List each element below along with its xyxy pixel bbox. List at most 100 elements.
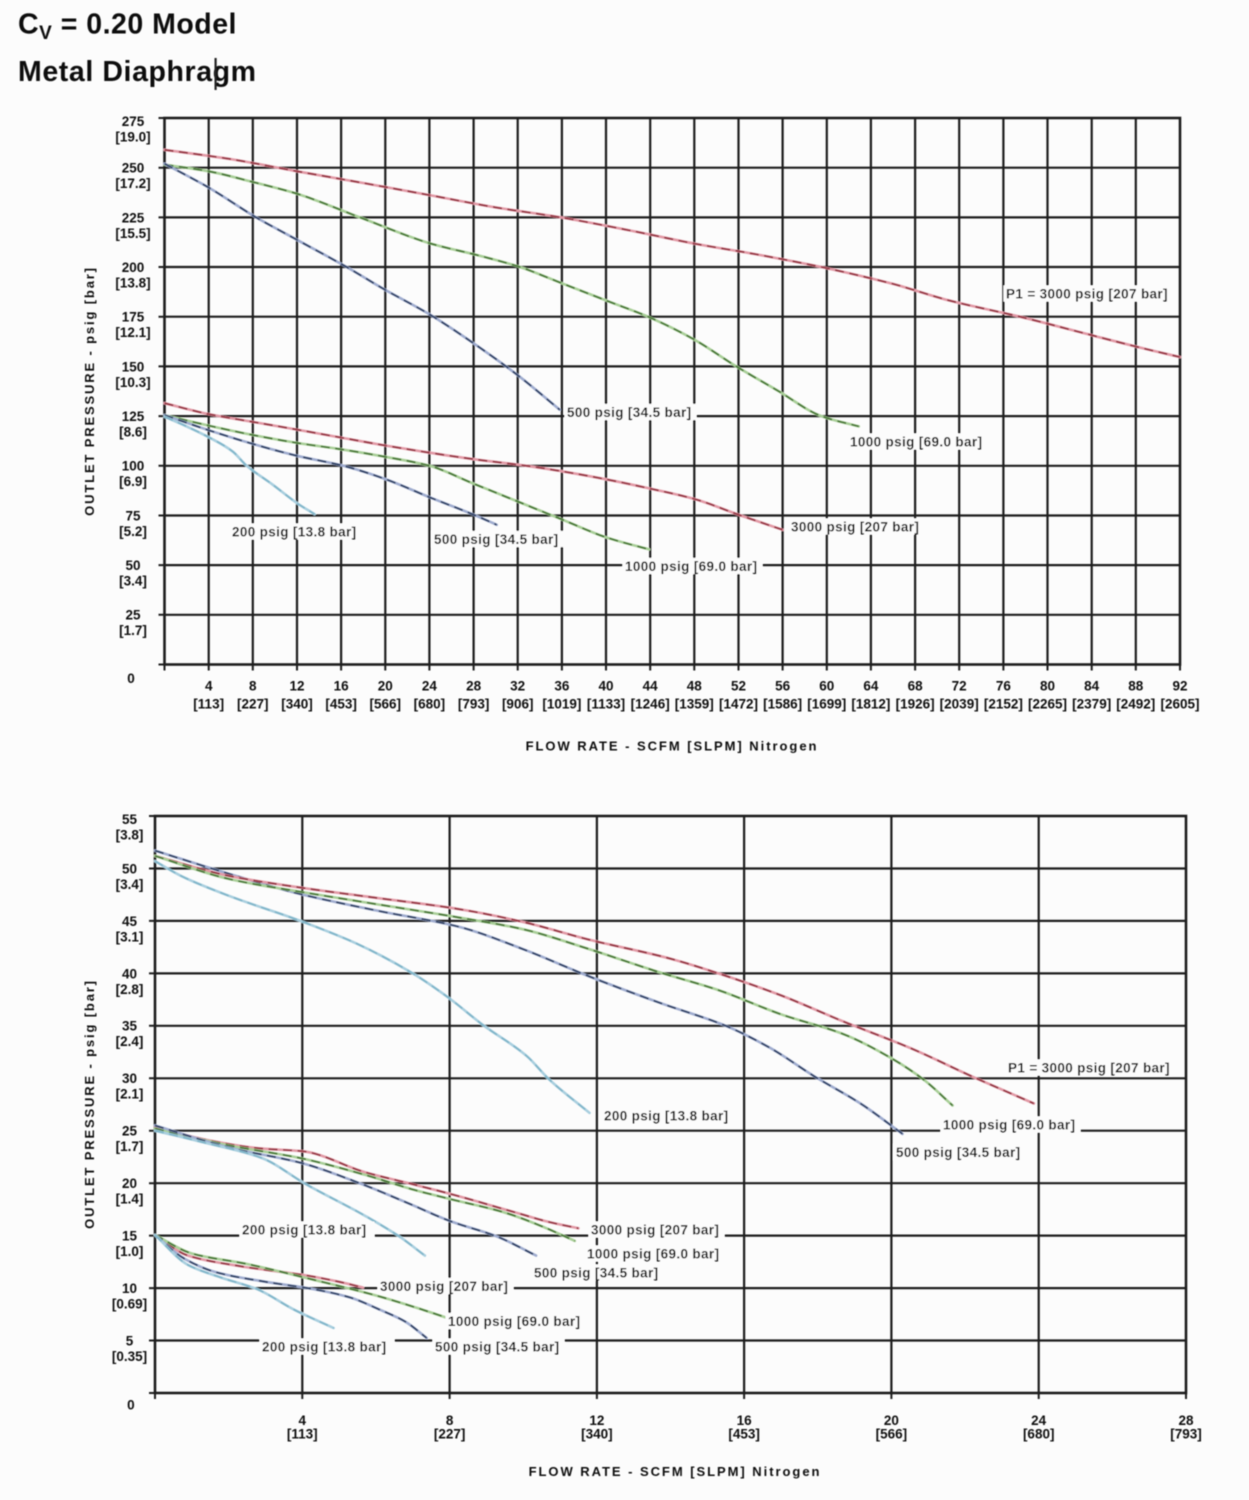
svg-text:55: 55	[122, 812, 138, 827]
svg-text:[1.4]: [1.4]	[116, 1192, 144, 1207]
svg-text:0: 0	[127, 671, 135, 686]
svg-text:[5.2]: [5.2]	[119, 524, 147, 539]
svg-text:[2.1]: [2.1]	[116, 1087, 144, 1102]
svg-text:[1133]: [1133]	[587, 696, 625, 711]
svg-text:16: 16	[737, 1413, 753, 1428]
svg-text:68: 68	[908, 678, 924, 693]
svg-text:60: 60	[819, 678, 834, 693]
svg-text:[566]: [566]	[370, 696, 402, 711]
svg-text:[1019]: [1019]	[542, 696, 581, 711]
svg-text:52: 52	[731, 678, 746, 693]
svg-text:10: 10	[122, 1281, 137, 1296]
svg-text:[340]: [340]	[581, 1426, 613, 1441]
svg-text:[2265]: [2265]	[1028, 696, 1067, 711]
svg-text:[1.7]: [1.7]	[119, 623, 147, 638]
svg-text:8: 8	[446, 1413, 454, 1428]
svg-text:1000 psig [69.0 bar]: 1000 psig [69.0 bar]	[943, 1117, 1075, 1132]
svg-text:100: 100	[122, 459, 145, 474]
svg-text:[3.4]: [3.4]	[116, 877, 144, 892]
svg-text:56: 56	[775, 678, 791, 693]
svg-text:500 psig [34.5 bar]: 500 psig [34.5 bar]	[896, 1145, 1020, 1160]
svg-text:35: 35	[122, 1019, 138, 1034]
svg-text:4: 4	[299, 1413, 307, 1428]
svg-text:200 psig [13.8 bar]: 200 psig [13.8 bar]	[604, 1108, 728, 1123]
svg-text:[0.69]: [0.69]	[112, 1297, 147, 1312]
svg-text:48: 48	[687, 678, 703, 693]
svg-text:[113]: [113]	[193, 696, 224, 711]
svg-text:[1.0]: [1.0]	[116, 1244, 144, 1259]
svg-text:[2039]: [2039]	[940, 696, 979, 711]
svg-text:15: 15	[122, 1229, 138, 1244]
svg-text:24: 24	[1031, 1413, 1047, 1428]
svg-text:92: 92	[1172, 678, 1187, 693]
svg-text:500 psig [34.5 bar]: 500 psig [34.5 bar]	[567, 405, 691, 420]
svg-text:36: 36	[554, 678, 570, 693]
svg-text:Metal Diaphragm: Metal Diaphragm	[18, 56, 257, 88]
svg-text:[1472]: [1472]	[719, 696, 758, 711]
svg-text:50: 50	[122, 861, 137, 876]
svg-text:CV = 0.20 Model: CV = 0.20 Model	[18, 9, 237, 45]
svg-text:[1246]: [1246]	[631, 696, 670, 711]
svg-text:84: 84	[1084, 678, 1100, 693]
svg-text:[2605]: [2605]	[1160, 696, 1199, 711]
svg-text:1000 psig [69.0 bar]: 1000 psig [69.0 bar]	[448, 1314, 580, 1329]
svg-text:3000 psig [207 bar]: 3000 psig [207 bar]	[380, 1279, 508, 1294]
svg-text:75: 75	[125, 508, 141, 523]
svg-text:44: 44	[643, 678, 659, 693]
svg-text:[906]: [906]	[502, 696, 534, 711]
svg-text:[19.0]: [19.0]	[115, 130, 150, 145]
svg-text:275: 275	[122, 114, 145, 129]
svg-text:4: 4	[205, 678, 213, 693]
svg-text:[793]: [793]	[1170, 1426, 1202, 1441]
svg-text:32: 32	[510, 678, 525, 693]
svg-text:20: 20	[378, 678, 393, 693]
svg-text:3000 psig [207 bar]: 3000 psig [207 bar]	[591, 1222, 719, 1237]
svg-text:[453]: [453]	[728, 1426, 760, 1441]
svg-text:[340]: [340]	[281, 696, 313, 711]
svg-text:[8.6]: [8.6]	[119, 425, 147, 440]
svg-text:20: 20	[122, 1176, 137, 1191]
svg-text:FLOW RATE - SCFM [SLPM] Nitrog: FLOW RATE - SCFM [SLPM] Nitrogen	[529, 1464, 822, 1479]
svg-text:88: 88	[1128, 678, 1144, 693]
svg-text:P1 = 3000 psig [207 bar]: P1 = 3000 psig [207 bar]	[1006, 286, 1168, 301]
svg-text:[13.8]: [13.8]	[115, 275, 150, 290]
svg-text:72: 72	[952, 678, 967, 693]
svg-text:5: 5	[126, 1333, 134, 1348]
svg-text:[1812]: [1812]	[851, 696, 890, 711]
svg-text:25: 25	[125, 608, 141, 623]
svg-text:45: 45	[122, 914, 138, 929]
svg-text:[227]: [227]	[237, 696, 269, 711]
svg-text:12: 12	[289, 678, 304, 693]
svg-text:125: 125	[122, 409, 145, 424]
svg-text:500 psig [34.5 bar]: 500 psig [34.5 bar]	[435, 1339, 559, 1354]
svg-text:[2152]: [2152]	[984, 696, 1023, 711]
svg-text:[566]: [566]	[876, 1426, 908, 1441]
svg-text:OUTLET PRESSURE - psig [bar]: OUTLET PRESSURE - psig [bar]	[82, 979, 97, 1229]
svg-text:[2492]: [2492]	[1116, 696, 1155, 711]
svg-text:[10.3]: [10.3]	[115, 375, 150, 390]
svg-text:[2.8]: [2.8]	[116, 982, 144, 997]
svg-text:[12.1]: [12.1]	[115, 325, 150, 340]
svg-text:24: 24	[422, 678, 438, 693]
svg-text:500 psig [34.5 bar]: 500 psig [34.5 bar]	[534, 1265, 658, 1280]
svg-text:16: 16	[334, 678, 350, 693]
svg-text:[1926]: [1926]	[896, 696, 935, 711]
svg-text:50: 50	[125, 558, 140, 573]
svg-text:12: 12	[589, 1413, 604, 1428]
svg-text:1000 psig [69.0 bar]: 1000 psig [69.0 bar]	[625, 559, 757, 574]
svg-text:500 psig [34.5 bar]: 500 psig [34.5 bar]	[434, 532, 558, 547]
svg-text:[227]: [227]	[434, 1426, 466, 1441]
svg-text:3000 psig [207 bar]: 3000 psig [207 bar]	[791, 519, 919, 534]
svg-text:[1.7]: [1.7]	[116, 1139, 144, 1154]
svg-text:[3.1]: [3.1]	[116, 929, 144, 944]
svg-text:1000 psig [69.0 bar]: 1000 psig [69.0 bar]	[850, 434, 982, 449]
svg-text:[6.9]: [6.9]	[119, 474, 147, 489]
svg-text:[2.4]: [2.4]	[116, 1034, 144, 1049]
svg-text:[2379]: [2379]	[1072, 696, 1111, 711]
svg-text:FLOW RATE - SCFM [SLPM] Nitrog: FLOW RATE - SCFM [SLPM] Nitrogen	[526, 739, 819, 754]
svg-text:[3.4]: [3.4]	[119, 574, 147, 589]
svg-text:[793]: [793]	[458, 696, 490, 711]
svg-text:20: 20	[884, 1413, 899, 1428]
svg-text:200 psig [13.8 bar]: 200 psig [13.8 bar]	[242, 1222, 366, 1237]
svg-text:[15.5]: [15.5]	[115, 226, 150, 241]
